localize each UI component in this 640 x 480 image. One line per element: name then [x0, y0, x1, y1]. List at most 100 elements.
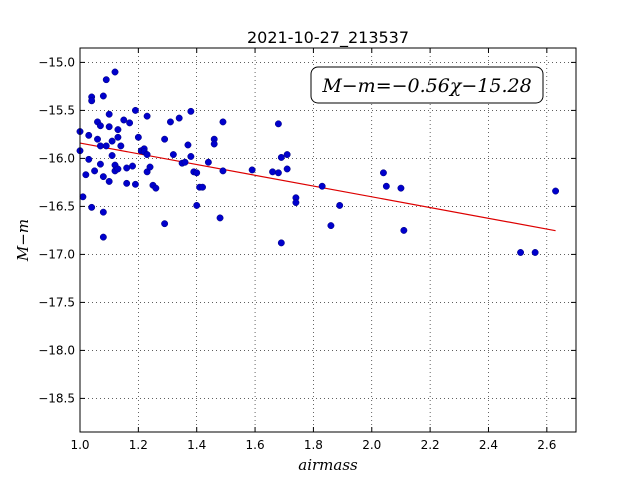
x-tick-label: 2.2	[421, 438, 440, 452]
data-point	[400, 226, 408, 234]
y-tick-label: −18.5	[38, 391, 75, 405]
data-point	[199, 183, 206, 191]
data-point	[117, 142, 125, 150]
fit-line-group	[79, 142, 556, 232]
data-point	[99, 233, 107, 241]
data-point	[210, 140, 218, 148]
y-tick-label: −18.0	[38, 343, 75, 357]
data-point	[169, 151, 177, 159]
data-point	[166, 118, 174, 126]
data-point	[187, 153, 195, 160]
data-point	[161, 135, 169, 143]
equation-box	[310, 66, 544, 104]
data-point	[187, 107, 195, 115]
data-point	[161, 220, 169, 228]
data-point	[82, 171, 90, 179]
data-point	[193, 169, 201, 177]
y-axis-label: M−m	[14, 219, 32, 262]
data-point	[96, 160, 104, 168]
data-point	[99, 92, 107, 100]
plot-frame	[79, 47, 577, 433]
data-point	[292, 199, 300, 207]
data-point	[269, 168, 277, 176]
data-point	[105, 110, 113, 118]
data-point	[318, 182, 326, 190]
data-point	[114, 165, 122, 173]
data-point	[114, 133, 122, 141]
data-point	[517, 249, 525, 256]
data-point	[94, 135, 101, 143]
data-point	[85, 155, 93, 163]
data-point	[184, 141, 192, 149]
equation-annotation: M−m=−0.56χ−15.28	[310, 66, 544, 104]
fit-line	[79, 142, 556, 232]
data-point	[277, 239, 285, 247]
data-point	[283, 165, 291, 173]
axis-ticks: 1.0 1.2 1.4 1.6 1.8 2.0 2.2 2.4 2.6 −15.0 −15.5 −16…	[38, 48, 576, 452]
data-point	[105, 123, 113, 131]
data-point	[143, 151, 151, 159]
data-point	[126, 119, 134, 127]
x-tick-label: 1.2	[129, 438, 148, 452]
data-point	[181, 158, 189, 166]
data-point	[219, 167, 227, 175]
data-point	[336, 201, 344, 209]
data-point	[88, 97, 96, 105]
grid	[80, 48, 576, 432]
x-tick-label: 2.4	[479, 438, 498, 452]
y-tick-label: −16.0	[38, 151, 75, 165]
data-point	[111, 68, 119, 76]
y-tick-label: −15.0	[38, 55, 75, 69]
data-point	[79, 193, 87, 201]
data-point	[283, 151, 291, 159]
data-point	[382, 182, 390, 190]
x-tick-label: 1.8	[304, 438, 323, 452]
data-point	[248, 166, 256, 174]
data-point	[102, 142, 110, 150]
y-tick-label: −15.5	[38, 103, 75, 117]
y-tick-label: −16.5	[38, 199, 75, 213]
data-point	[216, 214, 224, 222]
data-point	[397, 184, 405, 192]
data-point	[108, 152, 116, 159]
x-tick-label: 2.0	[362, 438, 381, 452]
chart-title: 2021-10-27_213537	[247, 28, 409, 48]
data-point	[175, 114, 183, 122]
data-point	[129, 162, 136, 170]
data-point	[327, 222, 335, 230]
data-point	[105, 177, 113, 185]
data-point	[531, 249, 539, 256]
y-tick-label: −17.5	[38, 295, 75, 309]
data-point	[99, 173, 107, 181]
data-point	[88, 203, 96, 211]
data-point	[123, 164, 131, 172]
data-point	[219, 118, 227, 126]
data-point	[134, 133, 142, 141]
x-tick-label: 1.0	[70, 438, 89, 452]
data-point	[96, 142, 104, 150]
data-point	[193, 201, 201, 209]
data-point	[96, 122, 104, 130]
data-point	[123, 179, 131, 187]
data-point	[85, 131, 93, 139]
equation-text: M−m=−0.56χ−15.28	[321, 75, 531, 97]
data-point	[277, 153, 285, 161]
data-point	[120, 116, 128, 124]
data-point	[274, 169, 282, 177]
data-point	[274, 120, 282, 128]
data-point	[204, 158, 212, 166]
data-point	[91, 167, 99, 175]
plot-area	[80, 48, 576, 432]
data-point	[143, 112, 151, 120]
data-point	[108, 137, 116, 145]
x-axis-label: airmass	[298, 456, 358, 474]
x-tick-label: 1.6	[246, 438, 265, 452]
data-point	[146, 163, 154, 171]
y-tick-label: −17.0	[38, 247, 75, 261]
data-point	[131, 106, 139, 114]
data-point	[379, 169, 387, 177]
data-point	[131, 180, 139, 188]
data-point	[152, 184, 160, 192]
data-point	[552, 187, 560, 195]
